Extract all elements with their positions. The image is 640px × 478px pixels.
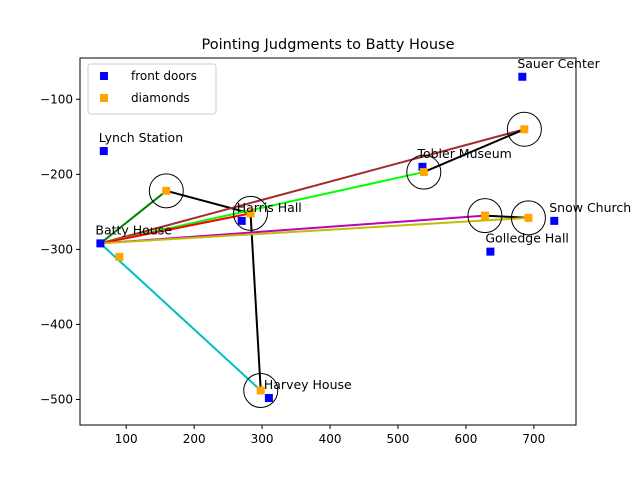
place-label: Harris Hall (237, 200, 302, 215)
chart-title: Pointing Judgments to Batty House (202, 37, 455, 53)
pointing-line (100, 171, 425, 245)
y-tick-label: −100 (40, 92, 73, 106)
y-tick-label: −200 (40, 167, 73, 181)
diamond-marker (419, 168, 428, 177)
place-label: Harvey House (264, 377, 352, 392)
x-tick-label: 600 (454, 432, 477, 446)
front-door-marker (264, 393, 273, 402)
front-door-marker (418, 162, 427, 171)
legend-label: diamonds (131, 91, 190, 105)
diamond-marker (480, 211, 489, 220)
plot-content: Batty House Lynch Station Harris Hall Harve… (95, 56, 631, 408)
legend: front doors diamonds (87, 63, 217, 115)
pointing-line (100, 212, 251, 245)
place-label: Lynch Station (99, 130, 183, 145)
pointing-line (99, 190, 167, 245)
diamond-marker (162, 186, 171, 195)
place-label: Snow Church (549, 200, 631, 215)
diamond-marker (520, 125, 529, 134)
front-door-marker (96, 239, 105, 248)
y-tick-label: −300 (40, 242, 73, 256)
front-door-marker (99, 147, 108, 156)
front-door-marker (237, 216, 246, 225)
y-tick-label: −500 (40, 392, 73, 406)
diamond-marker (524, 213, 533, 222)
diamond-marker (246, 209, 255, 218)
place-label: Tobler Museum (416, 146, 511, 161)
front-door-marker (486, 247, 495, 256)
angle-arc (467, 198, 503, 234)
x-tick-label: 500 (387, 432, 410, 446)
diamond-marker (115, 252, 124, 261)
legend-label: front doors (131, 69, 197, 83)
diamond-marker (256, 386, 265, 395)
axes: 100 200 300 400 500 600 700 −100 −200 −300 −400 −50… (40, 57, 577, 446)
legend-marker (100, 94, 108, 102)
pointing-line (249, 213, 262, 391)
angle-arc (233, 195, 269, 231)
front-door-marker (550, 216, 559, 225)
place-label: Sauer Center (517, 56, 600, 71)
x-tick-label: 400 (319, 432, 342, 446)
pointing-line (99, 242, 262, 392)
place-label: Golledge Hall (485, 231, 569, 246)
y-tick-label: −400 (40, 317, 73, 331)
axes-frame (79, 57, 577, 426)
pointing-line (423, 128, 525, 173)
pointing-line (166, 189, 251, 215)
x-tick-label: 300 (251, 432, 274, 446)
angle-arc (148, 173, 184, 209)
angle-arc (406, 154, 442, 190)
pointing-line (100, 128, 525, 245)
x-tick-label: 700 (522, 432, 545, 446)
angle-arc (243, 372, 279, 408)
legend-box (87, 63, 217, 115)
angle-arc (510, 200, 546, 236)
x-tick-label: 200 (183, 432, 206, 446)
angle-arc (506, 111, 542, 147)
x-tick-label: 100 (115, 432, 138, 446)
pointing-line (100, 216, 529, 245)
place-label: Batty House (95, 222, 172, 237)
front-door-marker (518, 72, 527, 81)
legend-marker (100, 72, 108, 80)
